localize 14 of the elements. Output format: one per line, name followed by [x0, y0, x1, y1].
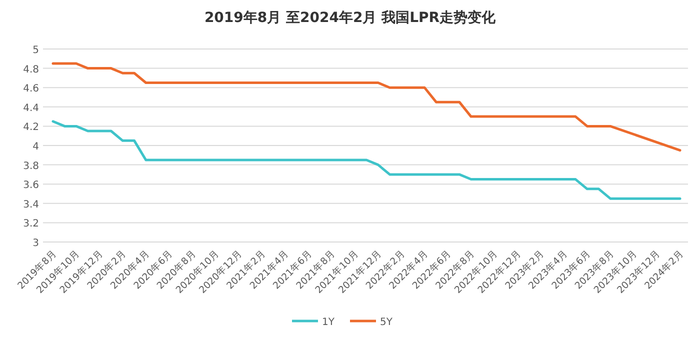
- legend-label: 5Y: [380, 317, 394, 328]
- y-tick-label: 3.2: [23, 218, 39, 230]
- y-tick-label: 4.2: [23, 122, 39, 134]
- y-tick-label: 4: [32, 142, 39, 152]
- y-tick-label: 3: [32, 238, 39, 249]
- y-tick-label: 4.8: [23, 64, 39, 76]
- y-tick-label: 3.6: [23, 180, 39, 192]
- chart-title: 2019年8月 至2024年2月 我国LPR走势变化: [204, 9, 497, 26]
- y-tick-label: 3.8: [23, 160, 39, 172]
- y-tick-label: 4.4: [23, 102, 39, 114]
- legend-label: 1Y: [322, 317, 336, 328]
- y-tick-label: 3.4: [23, 199, 39, 210]
- y-tick-label: 4.6: [23, 84, 39, 95]
- y-tick-label: 5: [32, 45, 39, 56]
